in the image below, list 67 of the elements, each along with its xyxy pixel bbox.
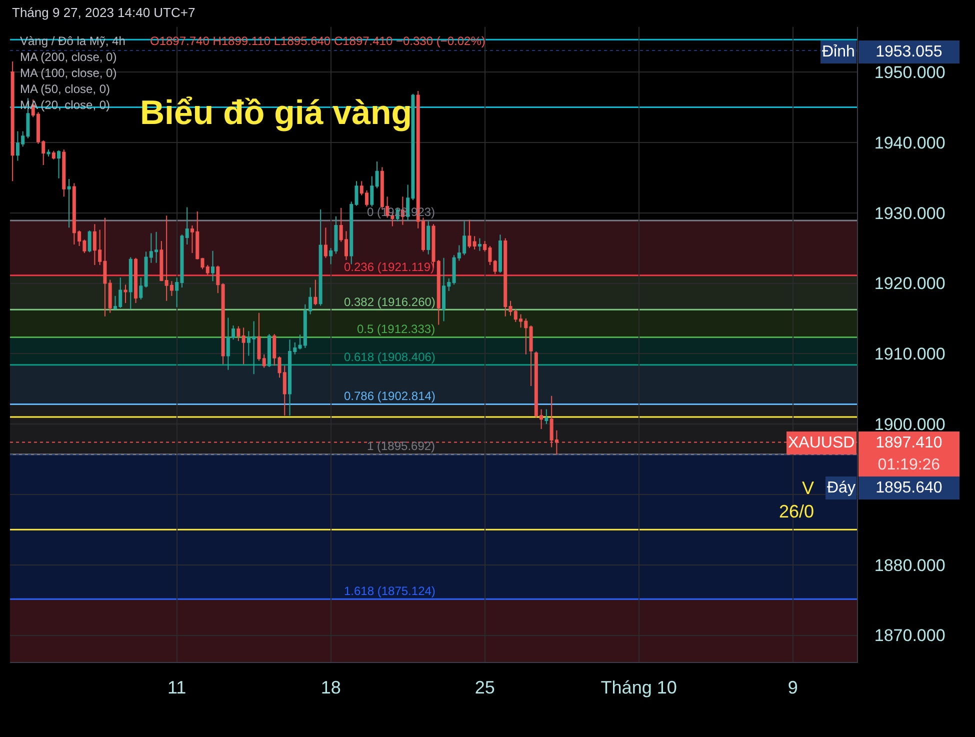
candlestick — [88, 230, 92, 253]
candlestick — [478, 238, 482, 252]
candlestick — [426, 220, 430, 255]
y-tick-label: 1910.000 — [874, 344, 946, 364]
ref-line-label: 0.5 (1912.333) — [357, 322, 436, 336]
annotation: MA (50, close, 0) — [20, 82, 110, 96]
candlestick — [67, 178, 71, 228]
candlestick — [221, 282, 225, 365]
text: 01:19:26 — [878, 456, 940, 474]
candlestick — [139, 277, 143, 300]
y-tick-label: 1900.000 — [874, 415, 946, 434]
candlestick — [185, 206, 189, 246]
candlestick — [493, 260, 497, 275]
ref-line-label: Đỉnh — [822, 44, 855, 60]
text: 1897.410 — [876, 434, 942, 452]
candlestick — [10, 61, 14, 182]
ref-line-label: 0.618 (1908.406) — [344, 350, 436, 364]
candlestick — [498, 234, 502, 274]
x-tick-label: 11 — [167, 678, 186, 698]
candlestick — [472, 236, 476, 250]
candlestick — [529, 324, 533, 387]
candlestick — [46, 148, 50, 158]
x-tick-label: 18 — [320, 678, 341, 698]
candlestick — [128, 256, 132, 310]
text: 1953.055 — [876, 44, 942, 60]
candlestick — [108, 279, 112, 314]
candlestick — [216, 265, 220, 294]
annotation: MA (100, close, 0) — [20, 66, 117, 80]
y-tick-label: 1940.000 — [874, 133, 946, 152]
ref-line-label: 1.618 (1875.124) — [344, 584, 436, 598]
text: Tháng 9 27, 2023 14:40 UTC+7 — [12, 5, 196, 20]
y-tick-label: 1930.000 — [874, 204, 946, 223]
x-tick-label: 9 — [788, 678, 798, 698]
candlestick — [544, 408, 548, 425]
y-tick-label: 1920.000 — [874, 274, 946, 294]
candlestick — [370, 176, 374, 208]
candlestick — [124, 284, 128, 304]
candlestick — [318, 208, 322, 306]
ref-line-label: 0.786 (1902.814) — [344, 389, 436, 403]
y-tick-label: 1870.000 — [874, 626, 946, 646]
candlestick — [242, 327, 246, 365]
x-tick-label: Tháng 10 — [600, 678, 677, 698]
candlestick — [236, 326, 240, 342]
candlestick — [52, 150, 56, 160]
candlestick — [57, 150, 61, 179]
candlestick — [160, 240, 164, 282]
candlestick — [262, 354, 266, 368]
candlestick — [211, 250, 215, 282]
y-tick-label: 1950.000 — [874, 63, 946, 82]
candlestick — [134, 257, 138, 304]
candlestick — [314, 279, 318, 306]
annotation: MA (200, close, 0) — [20, 50, 117, 64]
ref-line-label: 1 (1895.692) — [367, 439, 436, 453]
annotation: V 26/0 — [779, 478, 814, 522]
candlestick — [375, 160, 379, 189]
ref-line-label: 0.382 (1916.260) — [344, 295, 436, 309]
candlestick — [324, 227, 328, 258]
candlestick — [468, 219, 472, 249]
candlestick — [257, 312, 261, 362]
ref-line-label: 0.236 (1921.119) — [344, 260, 435, 274]
candlestick — [267, 333, 271, 368]
candlestick — [62, 148, 66, 198]
text: 1895.640 — [876, 480, 942, 496]
ref-line-label: XAUUSD — [788, 434, 855, 452]
x-tick-label: 25 — [474, 678, 495, 698]
y-tick-label: 1880.000 — [874, 556, 946, 575]
ref-line-label: Đáy — [827, 480, 856, 496]
